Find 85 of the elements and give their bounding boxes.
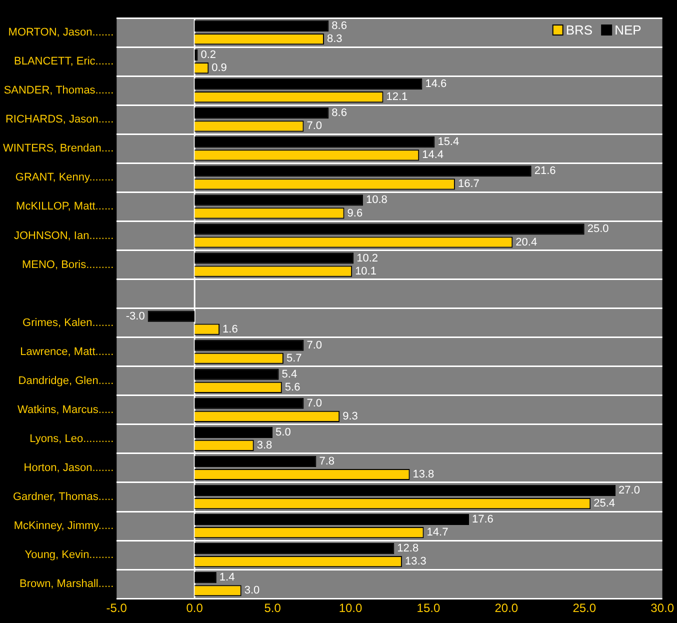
data-label: 9.6: [347, 207, 363, 220]
data-label: 12.1: [386, 91, 408, 104]
data-label: 25.0: [587, 223, 609, 236]
bar: [194, 136, 435, 148]
legend-label: BRS: [566, 22, 593, 38]
y-tick-label: Dandridge, Glen.....: [18, 374, 114, 387]
data-label: 8.6: [332, 20, 347, 32]
y-tick-label: GRANT, Kenny........: [15, 172, 114, 184]
bar: [194, 514, 469, 526]
data-label: 10.8: [366, 194, 388, 206]
data-label: 1.6: [222, 323, 238, 336]
data-label: 5.4: [282, 368, 298, 380]
y-tick-label: Gardner, Thomas.....: [12, 491, 114, 504]
data-label: 27.0: [618, 484, 640, 496]
bar: [194, 224, 584, 235]
data-label: 17.6: [472, 514, 494, 526]
data-label: 14.4: [422, 149, 444, 162]
data-label: 14.7: [426, 526, 448, 539]
data-label: 5.6: [284, 381, 300, 394]
data-label: 9.3: [342, 410, 358, 422]
data-label: 25.4: [594, 498, 616, 510]
bar: [194, 542, 394, 554]
bar: [194, 368, 279, 380]
y-tick-label: Lawrence, Matt......: [20, 346, 114, 358]
data-label: 3.0: [244, 584, 260, 597]
y-tick-label: JOHNSON, Ian........: [14, 230, 114, 242]
y-tick-label: WINTERS, Brendan....: [2, 142, 114, 155]
y-tick-label: SANDER, Thomas......: [4, 84, 114, 97]
data-label: -3.0: [126, 310, 145, 322]
x-tick-label: 0.0: [186, 601, 204, 616]
bar: [194, 20, 329, 32]
bar: [194, 456, 316, 467]
data-label: 16.7: [458, 178, 480, 190]
y-tick-label: McKILLOP, Matt......: [16, 200, 114, 213]
data-label: 21.6: [534, 165, 556, 178]
x-tick-label: 20.0: [494, 601, 518, 616]
bar: [194, 340, 304, 351]
bar: [194, 572, 216, 584]
data-label: 20.4: [516, 236, 538, 248]
x-tick-label: 15.0: [416, 601, 440, 616]
data-label: 5.7: [286, 352, 302, 364]
data-label: 13.3: [404, 556, 426, 568]
data-label: 10.1: [355, 265, 376, 278]
y-tick-label: Lyons, Leo..........: [30, 432, 114, 445]
bar: [194, 484, 616, 496]
data-label: 12.8: [397, 542, 419, 555]
bar: [148, 310, 195, 322]
data-label: 13.8: [412, 468, 434, 481]
bar: [194, 108, 329, 119]
data-label: 7.0: [306, 339, 322, 352]
y-tick-label: MORTON, Jason.......: [8, 26, 114, 39]
data-label: 1.4: [219, 572, 235, 584]
data-label: 15.4: [438, 136, 460, 148]
data-label: 8.6: [332, 107, 347, 120]
x-tick-label: 30.0: [650, 601, 674, 616]
data-label: 10.2: [356, 252, 378, 264]
y-tick-label: Horton, Jason.......: [24, 462, 114, 474]
y-tick-label: MENO, Boris.........: [22, 258, 114, 271]
data-label: 7.8: [319, 455, 335, 468]
data-label: 0.9: [212, 62, 227, 74]
data-label: 5.0: [276, 426, 291, 438]
y-tick-label: BLANCETT, Eric......: [14, 56, 114, 68]
bar: [194, 166, 532, 177]
data-label: 0.2: [200, 49, 216, 62]
legend-label: NEP: [614, 22, 642, 38]
data-label: 7.0: [306, 397, 322, 410]
bar: [194, 78, 422, 90]
y-tick-label: McKinney, Jimmy.....: [14, 520, 114, 532]
x-tick-label: 5.0: [264, 601, 282, 616]
bar: [194, 398, 304, 409]
data-label: 8.3: [327, 33, 342, 46]
y-tick-label: RICHARDS, Jason.....: [5, 114, 114, 126]
x-tick-label: -5.0: [106, 601, 128, 616]
y-tick-label: Brown, Marshall.....: [20, 578, 114, 590]
x-tick-label: 25.0: [572, 601, 596, 616]
y-tick-label: Watkins, Marcus.....: [17, 404, 114, 416]
bar: [194, 194, 363, 206]
data-label: 14.6: [425, 78, 447, 90]
y-tick-label: Grimes, Kalen.......: [22, 316, 114, 329]
x-tick-label: 10.0: [338, 601, 363, 616]
bar: [194, 252, 354, 264]
data-label: 7.0: [306, 120, 322, 132]
y-tick-label: Young, Kevin........: [24, 549, 114, 562]
bar: [194, 426, 273, 438]
data-label: 3.8: [256, 440, 272, 452]
